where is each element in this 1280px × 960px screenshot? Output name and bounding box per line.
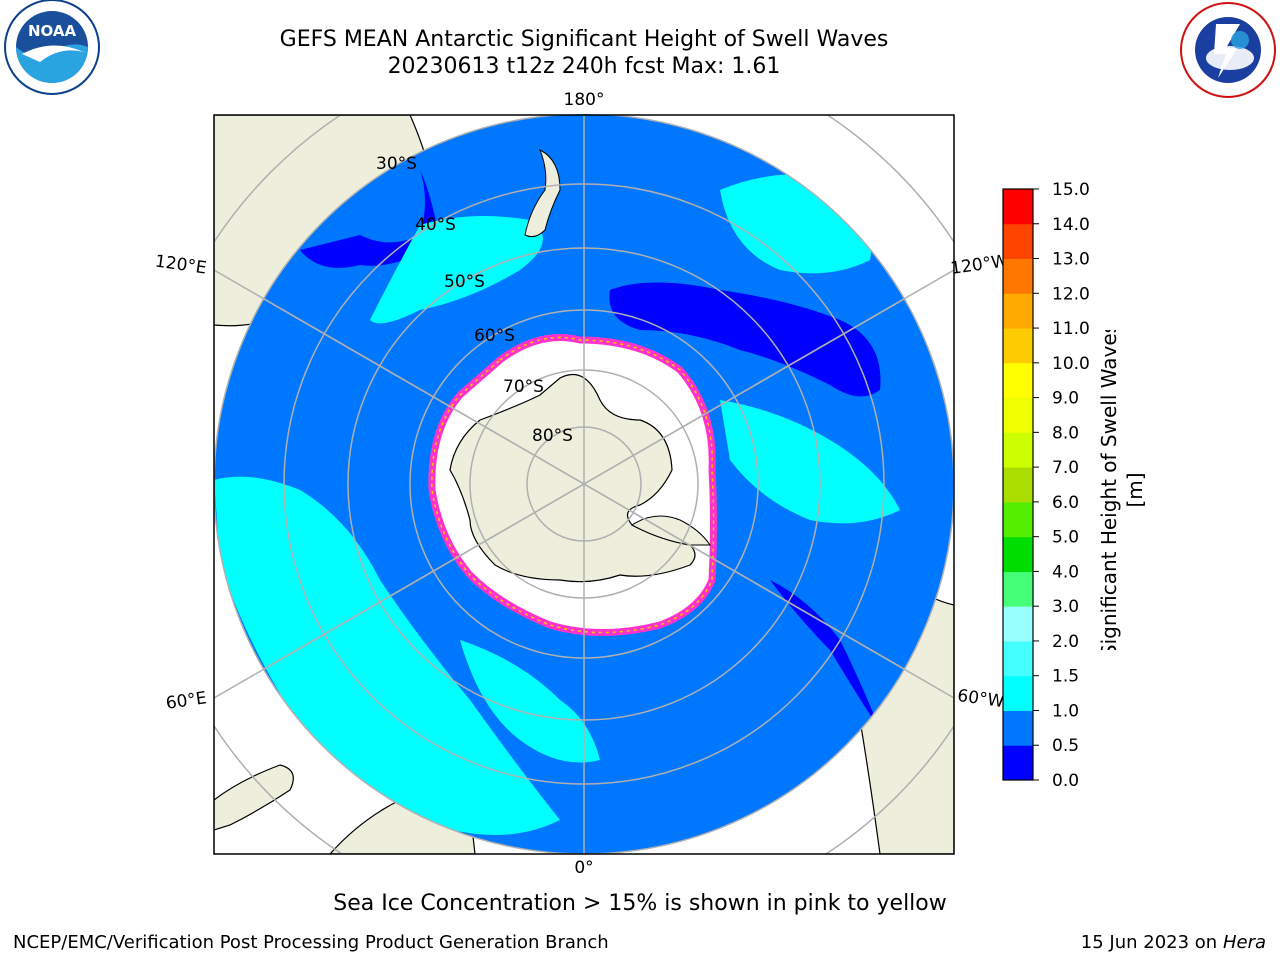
- colorbar-tick-label: 9.0: [1052, 389, 1079, 409]
- colorbar-tick-label: 11.0: [1052, 319, 1090, 339]
- colorbar-segment: [1003, 432, 1033, 468]
- colorbar-segment: [1003, 640, 1033, 677]
- colorbar-segment: [1003, 258, 1033, 294]
- colorbar-tick-label: 12.0: [1052, 284, 1090, 304]
- map-frame: [213, 114, 955, 855]
- colorbar-tick-label: 7.0: [1052, 458, 1079, 478]
- lat-label-70s: 70°S: [503, 377, 544, 397]
- colorbar-tick-label: 10.0: [1052, 354, 1090, 374]
- lat-label-80s: 80°S: [532, 426, 573, 446]
- lon-label-60w: 60°W: [956, 686, 1005, 712]
- colorbar-segment: [1003, 710, 1033, 746]
- credit-text: NCEP/EMC/Verification Post Processing Pr…: [13, 932, 609, 953]
- colorbar-segment: [1003, 223, 1033, 260]
- host-name: Hera: [1222, 932, 1266, 953]
- colorbar-tick-label: 3.0: [1052, 597, 1079, 617]
- chart-subtitle: 20230613 t12z 240h fcst Max: 1.61: [387, 54, 781, 79]
- colorbar-tick-label: 6.0: [1052, 493, 1079, 513]
- colorbar-segment: [1003, 571, 1033, 607]
- colorbar-segment: [1003, 501, 1033, 538]
- colorbar-label: Significant Height of Swell Waves [m]: [1097, 330, 1147, 650]
- lon-label-180: 180°: [564, 90, 605, 110]
- noaa-logo-text: NOAA: [28, 22, 77, 40]
- colorbar-tick-label: 2.0: [1052, 632, 1079, 652]
- colorbar-segment: [1003, 745, 1033, 781]
- lon-label-120e: 120°E: [154, 252, 208, 279]
- swell-patch-mid-south: [460, 640, 600, 763]
- colorbar-tick-label: 4.0: [1052, 562, 1079, 582]
- colorbar-segment: [1003, 293, 1033, 329]
- nws-logo: [1180, 2, 1276, 98]
- colorbar-tick-label: 5.0: [1052, 528, 1079, 548]
- colorbar-segment: [1003, 675, 1033, 711]
- swell-patch-low-pacific: [609, 282, 881, 397]
- graticule: [214, 115, 954, 854]
- colorbar-tick-label: 0.5: [1052, 736, 1079, 756]
- lat-label-60s: 60°S: [474, 326, 515, 346]
- lon-label-120w: 120°W: [949, 251, 1009, 279]
- date-stamp: 15 Jun 2023 on Hera: [1080, 932, 1266, 953]
- colorbar-segment: [1003, 362, 1033, 399]
- lat-label-30s: 30°S: [376, 154, 417, 174]
- lat-label-50s: 50°S: [444, 272, 485, 292]
- lat-label-40s: 40°S: [415, 215, 456, 235]
- colorbar-tick-label: 8.0: [1052, 423, 1079, 443]
- colorbar-segment: [1003, 606, 1033, 642]
- colorbar: 0.0 0.5 1.0 1.5 2.0 3.0 4.0 5.0 6.0 7.0 8.0 9.0 10.0…: [1002, 180, 1090, 791]
- noaa-logo: NOAA: [4, 0, 100, 95]
- sea-ice-caption: Sea Ice Concentration > 15% is shown in …: [333, 891, 947, 916]
- colorbar-segment: [1003, 536, 1033, 572]
- colorbar-tick-label: 1.5: [1052, 667, 1079, 687]
- lon-label-60e: 60°E: [165, 688, 208, 713]
- colorbar-tick-label: 13.0: [1052, 250, 1090, 270]
- swell-patch-mid-indian: [214, 476, 560, 835]
- colorbar-tick-label: 14.0: [1052, 215, 1090, 235]
- lon-label-0: 0°: [574, 858, 593, 878]
- swell-patch-mid-east: [720, 400, 900, 524]
- colorbar-tick-label: 1.0: [1052, 701, 1079, 721]
- colorbar-segment: [1003, 328, 1033, 364]
- svg-text:[m]: [m]: [1123, 472, 1147, 507]
- colorbar-tick-label: 15.0: [1052, 180, 1090, 200]
- colorbar-tick-label: 0.0: [1052, 771, 1079, 791]
- colorbar-frame: [1002, 188, 1034, 781]
- colorbar-segment: [1003, 467, 1033, 503]
- chart-title: GEFS MEAN Antarctic Significant Height o…: [279, 27, 889, 52]
- colorbar-segment: [1003, 397, 1033, 433]
- swell-patch-mid-tasman: [370, 216, 543, 324]
- colorbar-segment: [1003, 189, 1033, 225]
- svg-text:Significant Height of Swell Wa: Significant Height of Swell Waves: [1097, 330, 1121, 650]
- madagascar-land: [214, 764, 294, 831]
